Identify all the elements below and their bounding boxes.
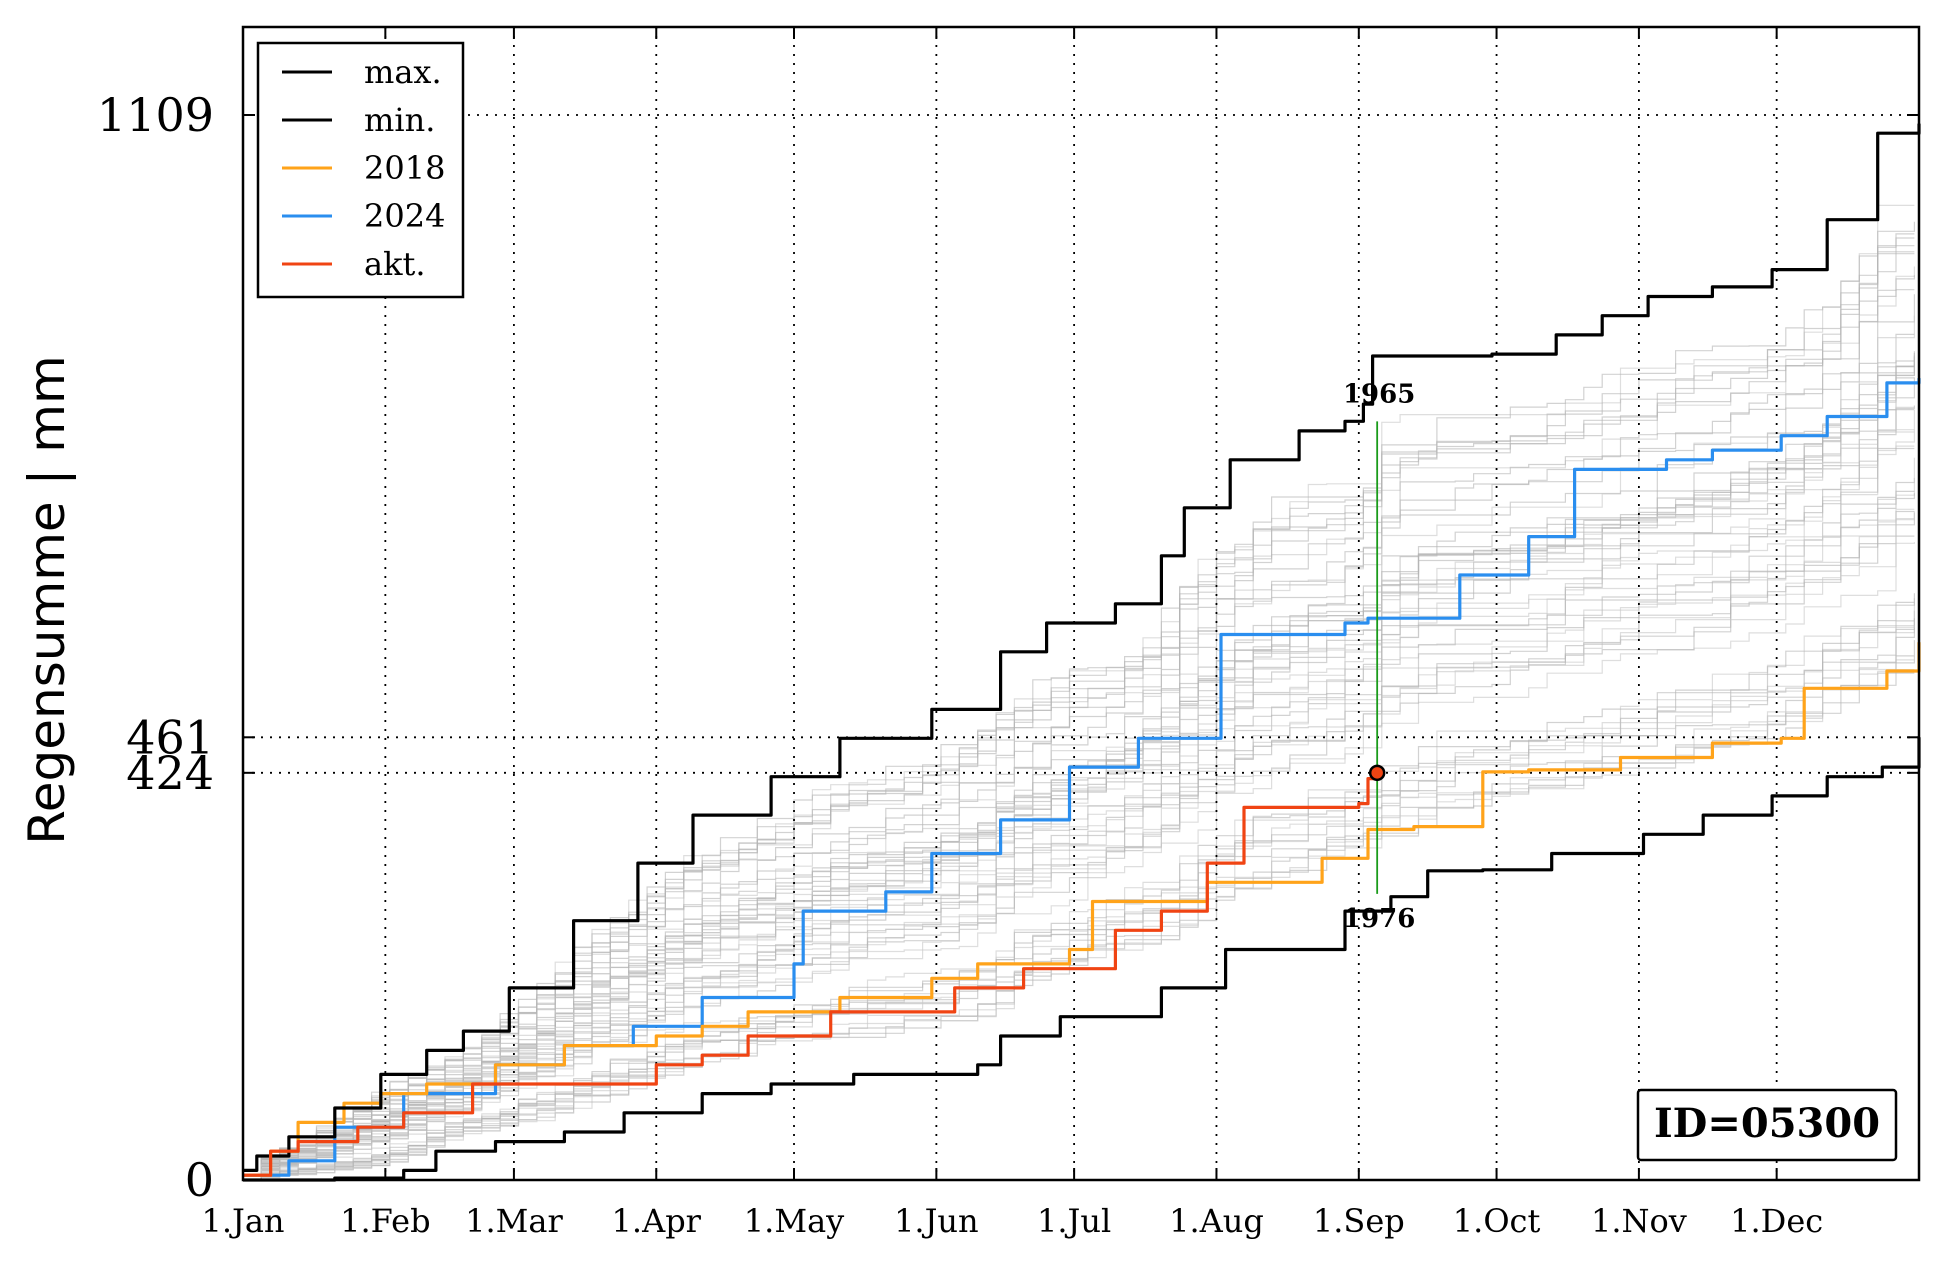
id-label: ID=05300 [1654,1100,1880,1147]
historical-year-line [243,518,1915,1181]
series-line-max [243,123,1921,1172]
grid-lines [243,27,1919,1180]
x-tick-label: 1.Jul [1037,1202,1111,1240]
annotation-year: 1965 [1343,379,1415,409]
x-tick-label: 1.Mar [465,1202,563,1240]
y-tick-label: 0 [185,1153,214,1207]
x-tick-label: 1.Jun [894,1202,979,1240]
current-value-marker [1368,764,1386,782]
x-tick-label: 1.Feb [340,1202,430,1240]
historical-year-line [243,353,1915,1181]
series-lines [243,123,1921,1182]
x-tick-label: 1.Nov [1591,1202,1687,1240]
historical-year-line [243,409,1915,1181]
x-tick-label: 1.May [744,1202,844,1240]
annotation-year: 1976 [1343,904,1415,934]
series-line-akt [243,772,1379,1177]
y-axis-label: Regensumme | mm [18,355,76,844]
legend-box [256,41,465,299]
historical-year-line [243,275,1915,1181]
historical-year-line [243,251,1915,1181]
historical-year-line [243,601,1915,1181]
x-tick-label: 1.Dec [1730,1202,1823,1240]
legend-label: max. [364,53,442,91]
legend: max. min. 2018 2024 akt. [256,41,465,299]
plot-frame [241,25,1921,1182]
x-tick-labels: 1.Jan 1.Feb 1.Mar 1.Apr 1.May 1.Jun 1.Jul 1.Aug… [201,1202,1823,1240]
legend-label: 2024 [364,197,445,235]
id-box-frame [1636,1088,1898,1162]
legend-label: min. [364,101,435,139]
y-tick-label: 461 [126,710,214,764]
legend-label: 2018 [364,149,445,187]
y-tick-label: 424 [126,746,214,800]
x-tick-label: 1.Sep [1313,1202,1405,1240]
y-tick-label: 1109 [97,88,214,142]
marker-layer: 1965 1976 [1343,379,1415,933]
x-tick-label: 1.Apr [612,1202,702,1240]
historical-year-line [243,593,1915,1181]
historical-year-line [243,406,1915,1181]
historical-year-line [243,620,1915,1181]
id-box: ID=05300 [1636,1088,1898,1162]
x-tick-label: 1.Oct [1453,1202,1541,1240]
series-line-2018 [243,642,1921,1177]
legend-label: akt. [364,245,426,283]
x-tick-label: 1.Jan [201,1202,284,1240]
historical-year-line [243,221,1915,1181]
historical-year-line [243,237,1915,1181]
axis-ticks [242,27,1919,1181]
historical-year-line [243,289,1915,1181]
historical-year-line [243,490,1915,1181]
x-tick-label: 1.Aug [1169,1202,1264,1240]
series-line-min [243,737,1921,1182]
